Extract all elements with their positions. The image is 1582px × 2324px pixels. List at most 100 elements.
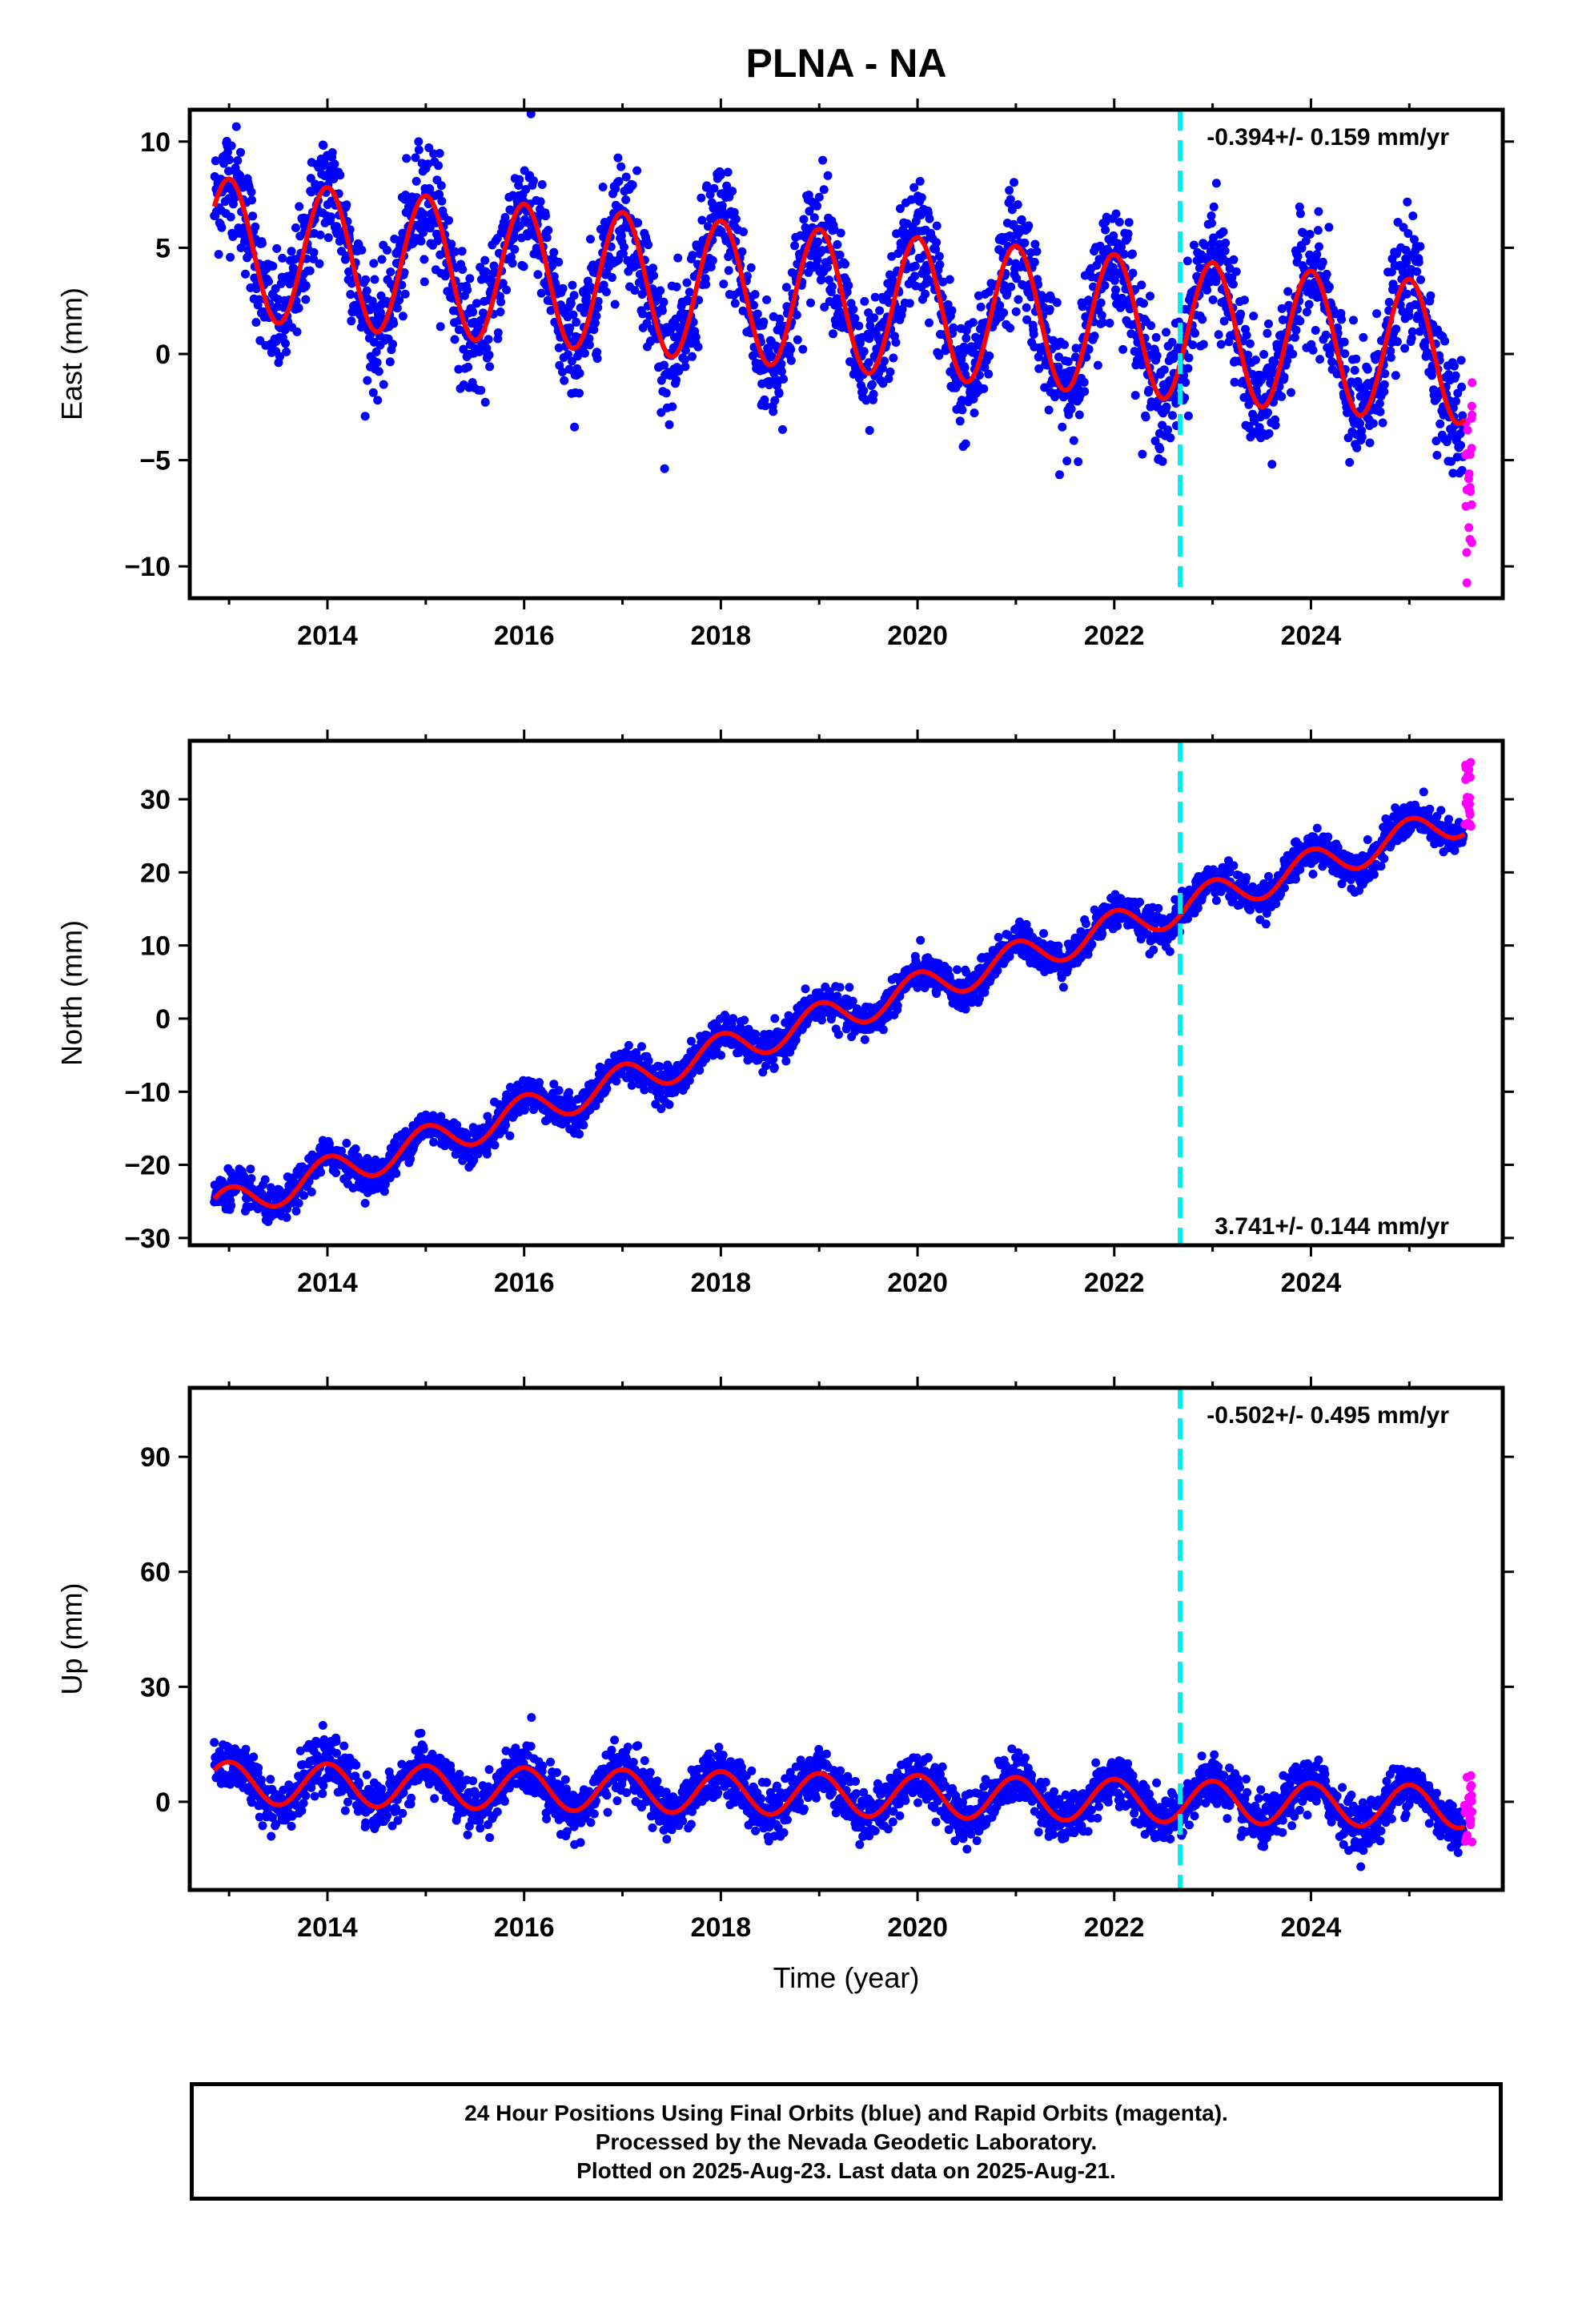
data-point bbox=[1365, 438, 1375, 448]
data-point bbox=[1013, 200, 1022, 209]
data-point bbox=[1420, 338, 1430, 348]
data-point bbox=[568, 280, 577, 290]
data-point bbox=[361, 275, 371, 284]
data-point bbox=[836, 228, 845, 238]
data-point bbox=[225, 155, 234, 165]
data-point bbox=[823, 263, 832, 272]
data-point bbox=[436, 250, 445, 259]
data-point bbox=[1402, 258, 1411, 267]
data-point bbox=[473, 1149, 483, 1159]
data-point bbox=[465, 274, 475, 283]
data-point bbox=[360, 1199, 370, 1208]
data-point bbox=[818, 155, 828, 165]
data-point bbox=[748, 351, 757, 360]
data-point bbox=[1074, 457, 1083, 466]
data-point bbox=[369, 259, 379, 268]
data-point bbox=[860, 1035, 869, 1044]
data-point bbox=[1123, 229, 1133, 239]
data-point bbox=[995, 300, 1005, 310]
data-point bbox=[1462, 485, 1472, 495]
data-point bbox=[1096, 298, 1106, 308]
data-point bbox=[555, 360, 564, 370]
data-point bbox=[1391, 324, 1401, 334]
data-point bbox=[1239, 296, 1249, 305]
data-point bbox=[1018, 280, 1028, 290]
data-point bbox=[661, 388, 671, 398]
data-point bbox=[792, 310, 801, 320]
data-point bbox=[769, 1063, 779, 1072]
data-point bbox=[1207, 219, 1216, 228]
data-point bbox=[1110, 275, 1119, 285]
data-point bbox=[505, 1131, 515, 1140]
data-point bbox=[770, 1014, 780, 1023]
data-point bbox=[932, 238, 942, 247]
data-point bbox=[1011, 307, 1021, 316]
data-point bbox=[708, 255, 717, 265]
data-point bbox=[1114, 217, 1124, 227]
data-point bbox=[592, 348, 602, 357]
data-point bbox=[1355, 419, 1365, 428]
data-point bbox=[472, 299, 481, 308]
data-point bbox=[1288, 349, 1298, 359]
data-point bbox=[1062, 456, 1072, 466]
data-point bbox=[909, 183, 919, 192]
data-point bbox=[402, 154, 412, 163]
data-point bbox=[1352, 443, 1362, 452]
data-point bbox=[819, 185, 829, 195]
data-point bbox=[1295, 202, 1304, 211]
data-point bbox=[565, 323, 575, 332]
data-point bbox=[380, 1180, 390, 1189]
data-point bbox=[1124, 218, 1134, 227]
data-point bbox=[1128, 268, 1138, 278]
data-point bbox=[419, 210, 428, 219]
data-point bbox=[1151, 332, 1161, 342]
data-point bbox=[1463, 425, 1472, 435]
data-point bbox=[746, 263, 756, 272]
data-point bbox=[307, 1188, 316, 1196]
data-point bbox=[1055, 470, 1064, 480]
data-point bbox=[436, 181, 446, 191]
data-point bbox=[586, 235, 595, 244]
data-point bbox=[781, 1056, 791, 1066]
data-point bbox=[1188, 340, 1198, 350]
data-point bbox=[520, 1104, 530, 1113]
data-point bbox=[294, 1198, 303, 1208]
data-point bbox=[599, 280, 608, 290]
data-point bbox=[1002, 288, 1012, 298]
data-point bbox=[558, 368, 567, 376]
data-point bbox=[315, 259, 324, 268]
data-point bbox=[1314, 207, 1323, 216]
data-point bbox=[1299, 228, 1308, 238]
data-point bbox=[1351, 354, 1361, 364]
data-point bbox=[398, 312, 408, 321]
data-point bbox=[1277, 392, 1287, 401]
data-point bbox=[1098, 318, 1107, 328]
data-point bbox=[884, 374, 893, 384]
data-point bbox=[374, 367, 383, 376]
data-point bbox=[1392, 337, 1402, 347]
data-point bbox=[844, 281, 853, 290]
data-point bbox=[717, 1051, 726, 1060]
data-point bbox=[602, 1084, 612, 1093]
data-point bbox=[925, 214, 934, 223]
data-point bbox=[925, 318, 934, 328]
data-point bbox=[751, 1029, 761, 1039]
data-point bbox=[618, 249, 628, 259]
data-point bbox=[961, 439, 970, 448]
data-point bbox=[584, 340, 594, 350]
data-point bbox=[1399, 223, 1408, 232]
data-point bbox=[332, 222, 341, 231]
data-point bbox=[535, 1078, 544, 1088]
data-point bbox=[385, 357, 395, 367]
data-point bbox=[390, 234, 400, 243]
data-point bbox=[459, 344, 468, 354]
data-point bbox=[801, 984, 810, 994]
data-point bbox=[247, 1174, 256, 1184]
data-point bbox=[268, 261, 278, 271]
data-point bbox=[786, 345, 796, 354]
data-point bbox=[945, 275, 954, 284]
data-point bbox=[985, 352, 994, 360]
data-point bbox=[854, 321, 864, 331]
data-point bbox=[1393, 218, 1403, 227]
data-point bbox=[292, 327, 302, 336]
